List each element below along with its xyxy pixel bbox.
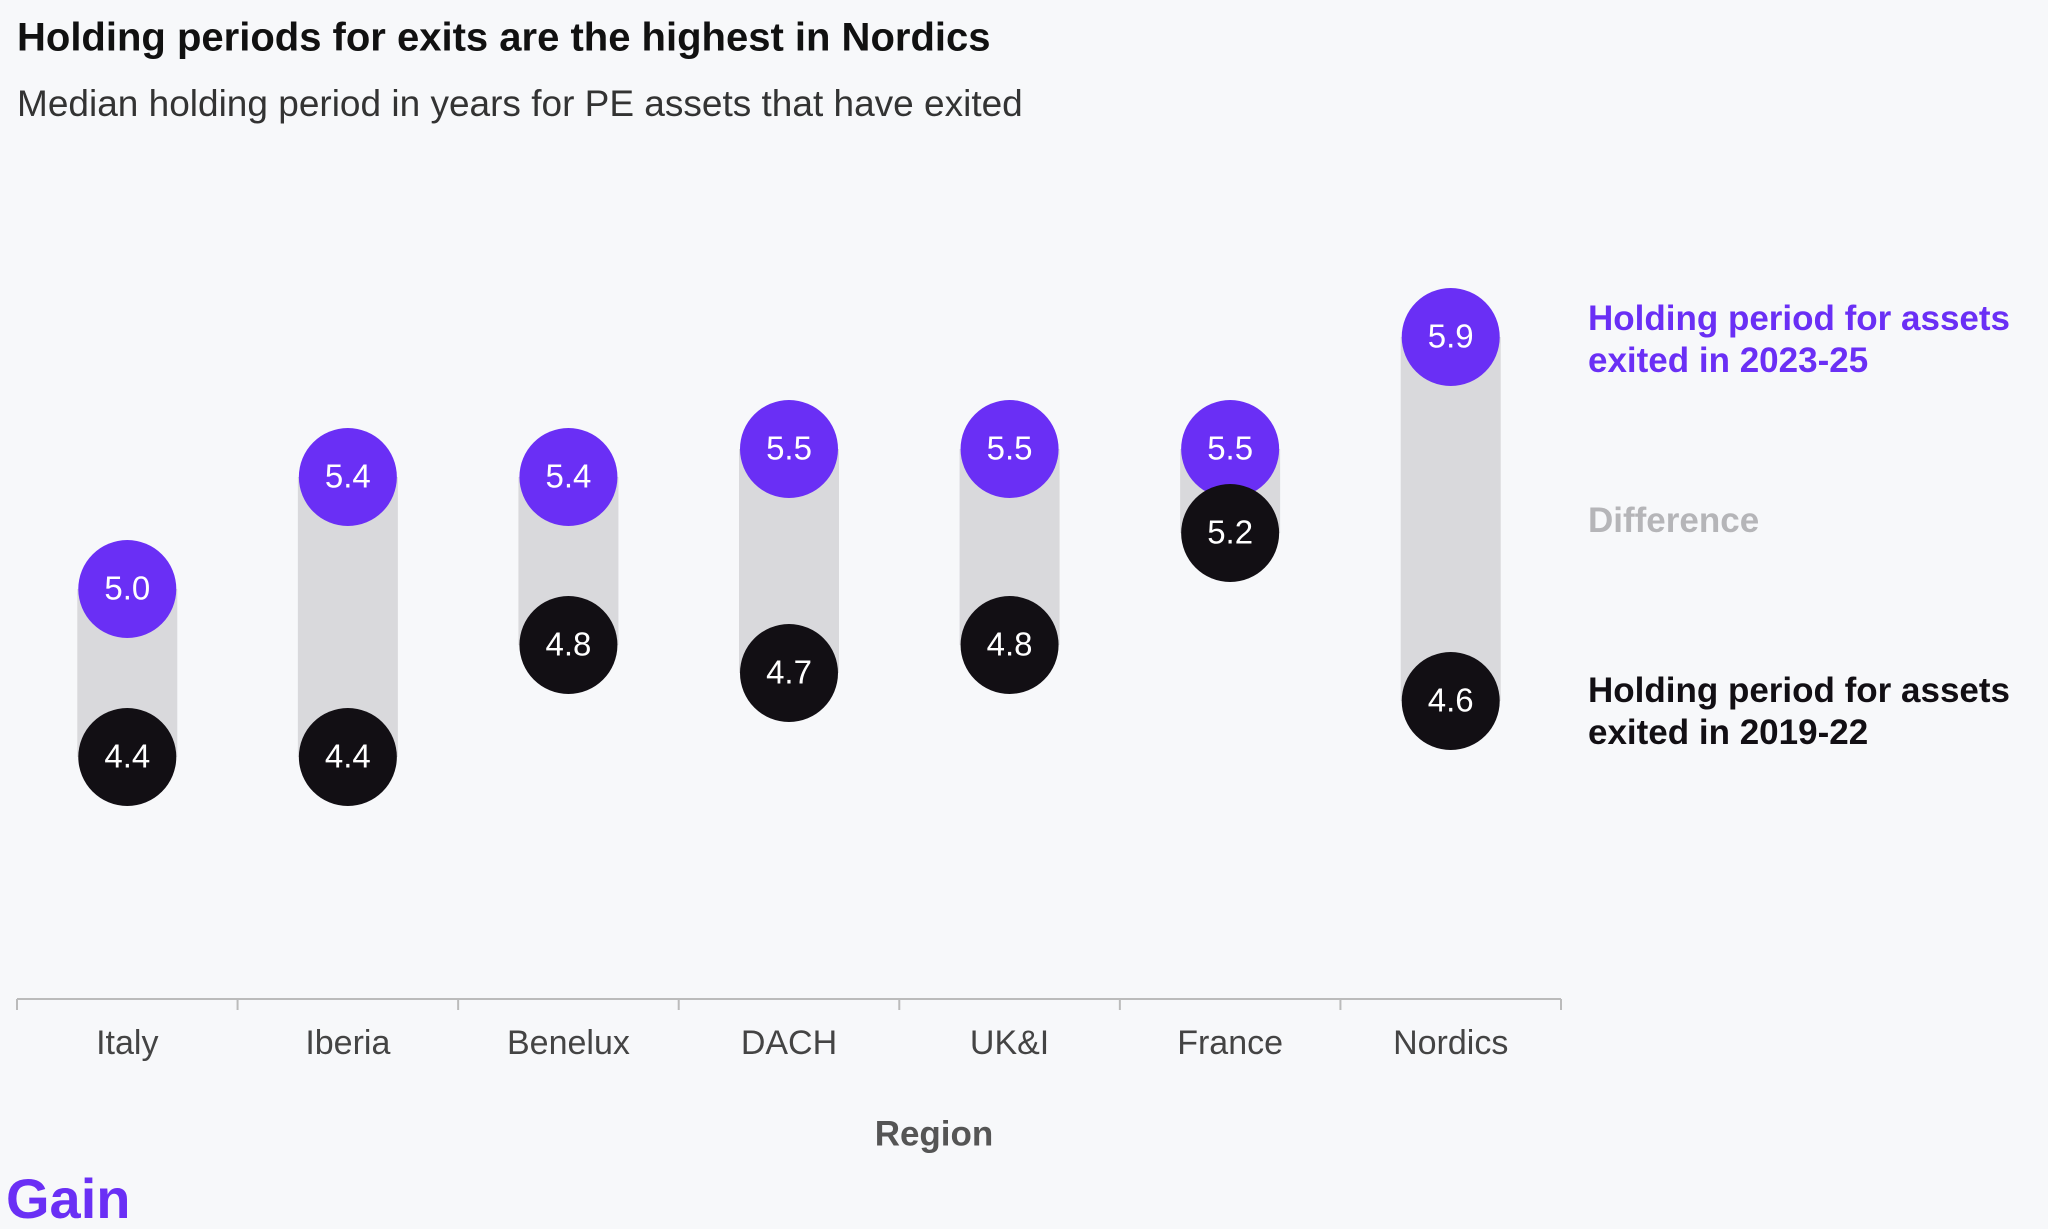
chart-subtitle: Median holding period in years for PE as… — [17, 83, 1023, 124]
difference-bar — [1400, 337, 1501, 701]
dot — [298, 708, 397, 806]
data-label: 5.5 — [1207, 430, 1253, 467]
x-axis-label: Region — [875, 1114, 994, 1153]
data-label: 4.8 — [545, 626, 591, 663]
dot — [740, 624, 838, 722]
dot — [519, 596, 618, 694]
legend-entry: Difference — [1588, 501, 1760, 540]
data-label: 4.4 — [325, 738, 371, 775]
dot — [960, 400, 1059, 498]
data-label: 5.9 — [1428, 318, 1474, 355]
chart-title: Holding periods for exits are the highes… — [17, 16, 990, 60]
dot — [1401, 288, 1500, 386]
x-tick-label: Benelux — [507, 1024, 630, 1062]
data-label: 5.0 — [104, 570, 150, 607]
data-label: 5.4 — [545, 458, 591, 495]
dot — [1401, 652, 1500, 750]
data-label: 4.6 — [1428, 682, 1474, 719]
x-tick-label: Iberia — [305, 1024, 390, 1062]
dot — [78, 540, 177, 638]
data-label: 4.4 — [104, 738, 150, 775]
dot — [1181, 400, 1280, 498]
data-label: 5.4 — [325, 458, 371, 495]
legend-entry: Holding period for assets exited in 2019… — [1588, 671, 2010, 752]
data-label: 5.2 — [1207, 514, 1253, 551]
data-label: 5.5 — [766, 430, 812, 467]
x-tick-label: Nordics — [1393, 1024, 1508, 1062]
dot — [740, 400, 838, 498]
data-label: 4.8 — [987, 626, 1033, 663]
brand-logo: Gain — [6, 1167, 130, 1229]
dot — [960, 596, 1059, 694]
x-tick-label: Italy — [96, 1024, 158, 1062]
dot — [1181, 484, 1280, 582]
dot — [78, 708, 177, 806]
legend-entry: Holding period for assets exited in 2023… — [1588, 299, 2010, 380]
data-label: 5.5 — [987, 430, 1033, 467]
dot — [298, 428, 397, 526]
x-tick-label: UK&I — [970, 1024, 1049, 1062]
x-tick-label: DACH — [741, 1024, 837, 1062]
dot — [519, 428, 618, 526]
data-label: 4.7 — [766, 654, 812, 691]
x-tick-label: France — [1177, 1024, 1283, 1062]
